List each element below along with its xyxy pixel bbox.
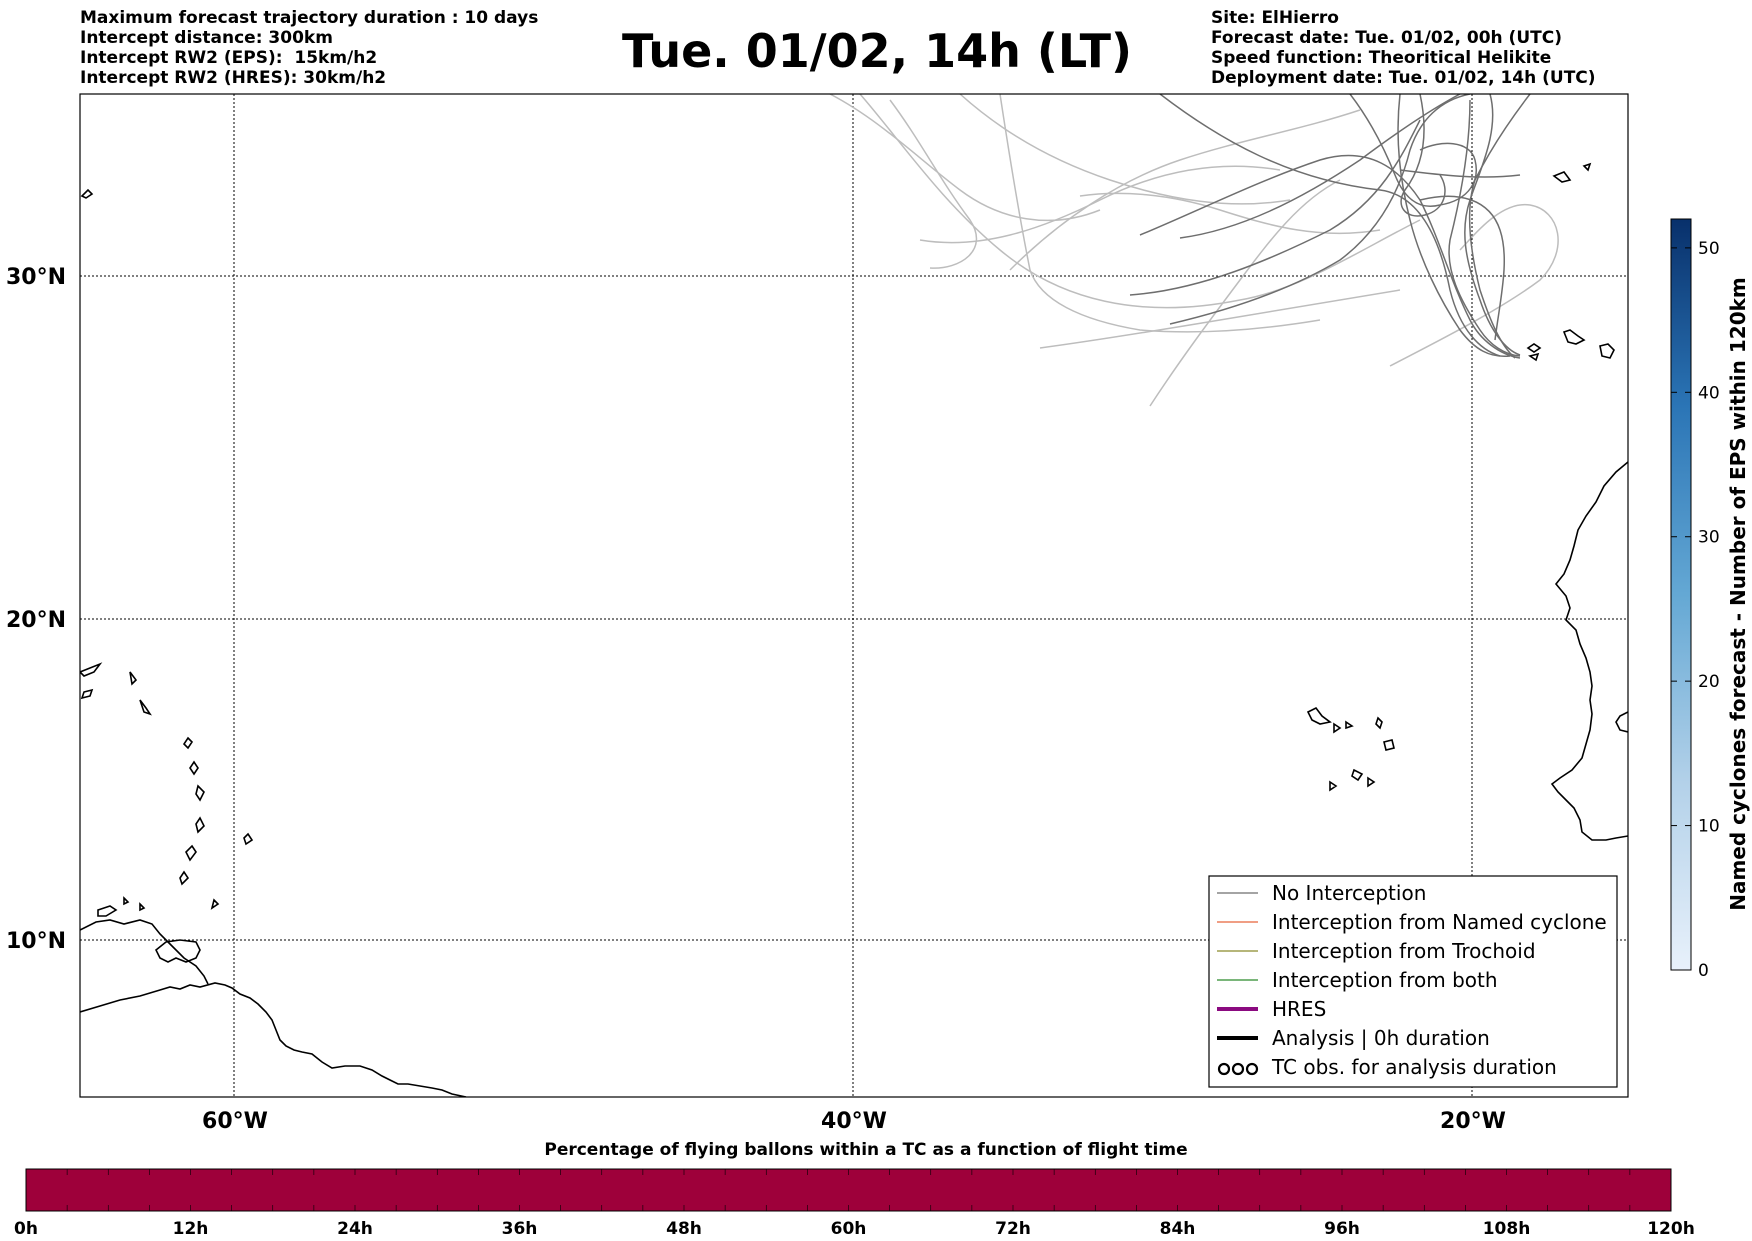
colorbar-tick-label: 10 — [1698, 817, 1720, 837]
lon-label-60w: 60°W — [202, 1109, 268, 1134]
tc-obs-symbol-icon — [1245, 1062, 1259, 1076]
tc-obs-symbol-icon — [1217, 1062, 1231, 1076]
legend: No Interception Interception from Named c… — [1208, 875, 1618, 1088]
trajectories-light — [829, 94, 1559, 407]
legend-label: HRES — [1272, 997, 1326, 1021]
coast-africa — [1550, 461, 1628, 841]
legend-label: Interception from Named cyclone — [1272, 910, 1607, 934]
trajectory-line — [1349, 94, 1477, 207]
coast-lesser-antilles — [179, 736, 254, 910]
legend-item: TC obs. for analysis duration — [1217, 1055, 1557, 1079]
coast-south-america — [80, 982, 467, 1097]
trajectory-line — [1464, 94, 1521, 356]
coast-venezuela-peninsula — [80, 919, 209, 985]
header-right-line: Site: ElHierro — [1211, 8, 1339, 28]
trajectories — [829, 94, 1559, 407]
header-right-line: Speed function: Theoritical Helikite — [1211, 48, 1552, 68]
trajectory-line — [1399, 169, 1521, 341]
trajectory-line — [1397, 94, 1511, 358]
header-right-info: Site: ElHierro Forecast date: Tue. 01/02… — [1211, 8, 1596, 88]
trajectory-line — [1448, 99, 1521, 357]
flight-time-tick-label: 60h — [831, 1219, 867, 1239]
coast-madeira — [1552, 162, 1592, 183]
trajectory-line — [1400, 94, 1446, 217]
colorbar-tick-label: 30 — [1698, 528, 1720, 548]
map-frame — [79, 93, 1629, 1098]
header-left-line: Intercept distance: 300km — [80, 28, 333, 48]
legend-label: No Interception — [1272, 881, 1426, 905]
trajectory-line — [859, 94, 1421, 309]
flight-time-tick-label: 96h — [1324, 1219, 1360, 1239]
flight-time-bar-title: Percentage of flying ballons within a TC… — [544, 1140, 1187, 1160]
coast-trinidad-area — [154, 939, 201, 963]
colorbar-tick-label: 0 — [1698, 961, 1709, 981]
lat-labels: 30°N 20°N 10°N — [6, 265, 66, 954]
trajectory-line — [919, 165, 1281, 244]
trajectory-line — [1179, 94, 1461, 239]
trajectory-line — [1169, 94, 1471, 325]
trajectory-line — [1468, 94, 1531, 359]
colorbar-tick-label: 50 — [1698, 239, 1720, 259]
trajectory-line — [1149, 179, 1341, 407]
legend-item: Interception from Trochoid — [1217, 939, 1536, 963]
flight-time-bar: Percentage of flying ballons within a TC… — [14, 1140, 1695, 1239]
flight-time-tick-label: 24h — [337, 1219, 373, 1239]
header-left-line: Intercept RW2 (HRES): 30km/h2 — [80, 68, 387, 88]
coast-small-islands-west — [80, 188, 146, 917]
coast-africa-north — [1615, 711, 1628, 733]
flight-time-tick-label: 108h — [1483, 1219, 1531, 1239]
legend-item: Interception from Named cyclone — [1217, 910, 1607, 934]
lon-labels: 60°W 40°W 20°W — [202, 1109, 1506, 1134]
flight-time-tick-label: 36h — [502, 1219, 538, 1239]
flight-time-bar-fill — [25, 1168, 1672, 1212]
coast-canary-islands — [1526, 329, 1615, 362]
legend-label: TC obs. for analysis duration — [1271, 1055, 1557, 1079]
coast-puerto-rico — [80, 662, 152, 716]
flight-time-tick-label: 12h — [173, 1219, 209, 1239]
lat-label-20n: 20°N — [6, 608, 66, 633]
trajectory-line — [1009, 109, 1361, 271]
coastlines — [80, 162, 1628, 1097]
legend-item: No Interception — [1217, 881, 1426, 905]
trajectory-line — [1079, 192, 1381, 235]
colorbar-tick-label: 20 — [1698, 672, 1720, 692]
flight-time-tick-label: 72h — [995, 1219, 1031, 1239]
legend-label: Analysis | 0h duration — [1272, 1026, 1490, 1050]
trajectories-dark — [1129, 94, 1531, 359]
header-left-line: Maximum forecast trajectory duration : 1… — [80, 8, 539, 28]
trajectory-line — [1139, 154, 1521, 359]
tc-obs-symbol-icon — [1231, 1062, 1245, 1076]
flight-time-tick-label: 84h — [1160, 1219, 1196, 1239]
coast-cape-verde — [1306, 706, 1395, 792]
trajectory-line — [1039, 289, 1401, 349]
trajectory-line — [1159, 94, 1501, 357]
lat-label-10n: 10°N — [6, 929, 66, 954]
colorbar-right: 0 10 20 30 40 50 Named cyclones forecast - Nu… — [1670, 218, 1750, 981]
header-left-line: Intercept RW2 (EPS): 15km/h2 — [80, 48, 378, 68]
legend-item: Interception from both — [1217, 968, 1498, 992]
colorbar-label: Named cyclones forecast - Number of EPS … — [1726, 277, 1750, 911]
lat-label-30n: 30°N — [6, 265, 66, 290]
map-title: Tue. 01/02, 14h (LT) — [622, 24, 1132, 78]
legend-label: Interception from Trochoid — [1272, 939, 1536, 963]
flight-time-tick-label: 48h — [666, 1219, 702, 1239]
colorbar-gradient — [1670, 218, 1692, 971]
header-right-line: Deployment date: Tue. 01/02, 14h (UTC) — [1211, 68, 1596, 88]
flight-time-tick-label: 0h — [14, 1219, 38, 1239]
legend-label: Interception from both — [1272, 968, 1498, 992]
lon-label-40w: 40°W — [821, 1109, 887, 1134]
trajectory-line — [889, 99, 978, 269]
legend-item: HRES — [1217, 997, 1326, 1021]
legend-item: Analysis | 0h duration — [1217, 1026, 1490, 1050]
header-right-line: Forecast date: Tue. 01/02, 00h (UTC) — [1211, 28, 1562, 48]
trajectory-line — [999, 94, 1321, 333]
colorbar-tick-label: 40 — [1698, 383, 1720, 403]
lon-label-20w: 20°W — [1440, 1109, 1506, 1134]
header-left-info: Maximum forecast trajectory duration : 1… — [80, 8, 538, 88]
flight-time-tick-label: 120h — [1647, 1219, 1695, 1239]
trajectory-line — [959, 94, 1291, 205]
legend-box — [1208, 875, 1618, 1088]
